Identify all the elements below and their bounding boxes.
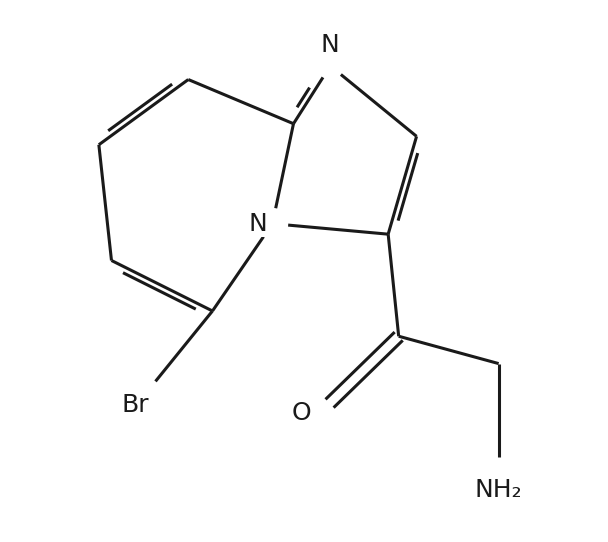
Text: N: N xyxy=(249,212,267,236)
Text: N: N xyxy=(321,34,340,57)
Text: O: O xyxy=(292,401,311,425)
Text: NH₂: NH₂ xyxy=(475,478,522,502)
Text: Br: Br xyxy=(122,392,150,417)
